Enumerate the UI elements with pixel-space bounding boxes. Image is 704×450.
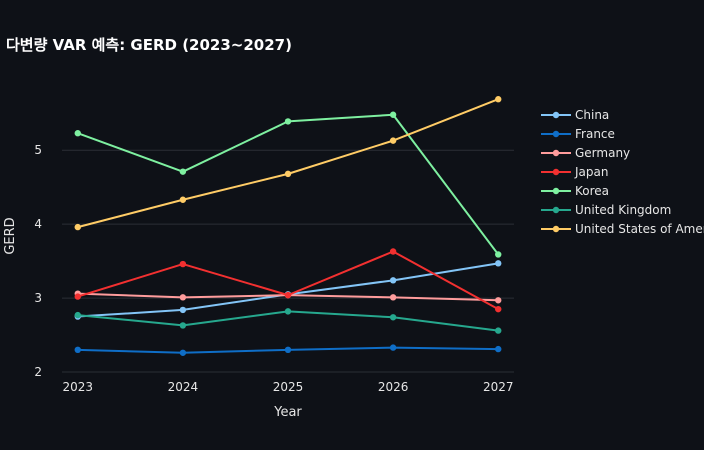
legend-swatch-marker — [552, 130, 560, 138]
legend-item-france[interactable]: France — [541, 127, 615, 141]
legend-label: France — [575, 127, 615, 141]
data-point-japan[interactable] — [389, 248, 397, 255]
legend-label: Germany — [575, 146, 630, 160]
x-tick-label: 2025 — [273, 380, 304, 394]
series-united-kingdom[interactable] — [74, 308, 502, 334]
grid-lines — [62, 149, 514, 373]
data-point-japan[interactable] — [74, 293, 81, 300]
x-tick-label: 2024 — [168, 380, 199, 394]
legend-label: Japan — [574, 165, 608, 179]
data-point-united-states-of-america[interactable] — [74, 223, 81, 231]
legend-swatch-marker — [552, 111, 560, 119]
legend-item-united-states-of-america[interactable]: United States of America — [541, 222, 704, 236]
x-axis-title: Year — [273, 405, 302, 420]
series-korea[interactable] — [74, 111, 502, 258]
data-point-china[interactable] — [179, 306, 187, 314]
data-point-france[interactable] — [284, 346, 292, 354]
data-point-japan[interactable] — [284, 291, 292, 299]
data-point-united-states-of-america[interactable] — [495, 96, 502, 103]
data-point-korea[interactable] — [389, 111, 397, 118]
data-point-japan[interactable] — [179, 260, 187, 268]
data-point-united-states-of-america[interactable] — [389, 137, 397, 144]
legend-swatch-marker — [552, 168, 560, 176]
legend-swatch-marker — [552, 206, 560, 214]
data-point-japan[interactable] — [495, 305, 502, 313]
data-point-united-states-of-america[interactable] — [284, 170, 292, 178]
y-axis-title: GERD — [3, 217, 18, 254]
data-point-korea[interactable] — [179, 168, 187, 175]
data-point-france[interactable] — [179, 349, 187, 356]
data-point-germany[interactable] — [495, 297, 502, 304]
chart-title: 다변량 VAR 예측: GERD (2023~2027) — [6, 36, 292, 54]
legend-swatch-marker — [552, 225, 560, 233]
series-france[interactable] — [74, 344, 502, 356]
legend-item-korea[interactable]: Korea — [541, 184, 609, 198]
series-layer — [74, 96, 502, 356]
x-tick-label: 2023 — [62, 380, 93, 394]
legend-label: Korea — [575, 184, 609, 198]
data-point-germany[interactable] — [179, 294, 187, 301]
legend-item-germany[interactable]: Germany — [541, 146, 630, 160]
data-point-france[interactable] — [495, 345, 502, 353]
x-axis-ticks: 2023 2024 2025 2026 2027 — [62, 380, 513, 394]
y-tick-label: 5 — [34, 143, 42, 157]
legend-label: United Kingdom — [575, 203, 671, 217]
legend[interactable]: China France Germany Japan Korea United Kingd… — [541, 108, 704, 236]
y-tick-label: 3 — [34, 291, 42, 305]
data-point-france[interactable] — [74, 346, 81, 354]
data-point-united-kingdom[interactable] — [179, 322, 187, 329]
data-point-france[interactable] — [389, 344, 397, 351]
data-point-china[interactable] — [389, 277, 397, 284]
legend-item-united-kingdom[interactable]: United Kingdom — [541, 203, 671, 217]
data-point-korea[interactable] — [495, 251, 502, 258]
x-tick-label: 2027 — [483, 380, 514, 394]
data-point-china[interactable] — [495, 260, 502, 267]
legend-swatch-marker — [552, 149, 560, 157]
x-tick-label: 2026 — [378, 380, 409, 394]
data-point-united-kingdom[interactable] — [389, 314, 397, 321]
series-united-states-of-america[interactable] — [74, 96, 502, 231]
legend-item-china[interactable]: China — [541, 108, 609, 122]
series-line-japan[interactable] — [77, 250, 499, 311]
series-line-korea[interactable] — [77, 113, 500, 256]
y-tick-label: 4 — [34, 217, 42, 231]
data-point-united-kingdom[interactable] — [74, 311, 81, 319]
series-japan[interactable] — [74, 248, 502, 313]
data-point-germany[interactable] — [389, 294, 397, 301]
legend-swatch-marker — [552, 187, 560, 195]
data-point-united-kingdom[interactable] — [284, 308, 292, 315]
y-tick-label: 2 — [34, 365, 42, 379]
data-point-korea[interactable] — [284, 118, 292, 125]
data-point-united-states-of-america[interactable] — [179, 196, 187, 203]
data-point-korea[interactable] — [74, 130, 81, 137]
legend-item-japan[interactable]: Japan — [541, 165, 608, 179]
legend-label: United States of America — [575, 222, 704, 236]
y-axis-ticks: 2 3 4 5 — [34, 143, 42, 379]
legend-label: China — [575, 108, 609, 122]
data-point-united-kingdom[interactable] — [495, 327, 502, 334]
